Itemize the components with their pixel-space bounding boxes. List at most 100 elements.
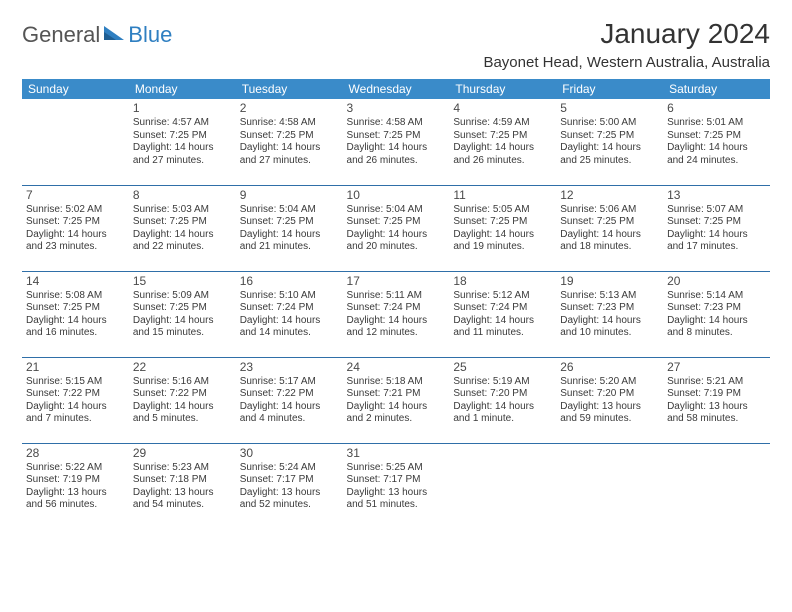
day-number: 13 [667, 188, 766, 203]
calendar-cell: 30Sunrise: 5:24 AMSunset: 7:17 PMDayligh… [236, 443, 343, 529]
sunrise-line: Sunrise: 5:24 AM [240, 462, 339, 475]
calendar-cell: 6Sunrise: 5:01 AMSunset: 7:25 PMDaylight… [663, 99, 770, 185]
sunrise-line: Sunrise: 5:00 AM [560, 117, 659, 130]
day-number: 6 [667, 101, 766, 116]
daylight-line: Daylight: 14 hours and 24 minutes. [667, 142, 766, 167]
sunset-line: Sunset: 7:25 PM [133, 130, 232, 143]
day-number: 2 [240, 101, 339, 116]
day-number: 17 [347, 274, 446, 289]
day-number: 18 [453, 274, 552, 289]
sunrise-line: Sunrise: 5:03 AM [133, 204, 232, 217]
sunset-line: Sunset: 7:19 PM [667, 388, 766, 401]
sunrise-line: Sunrise: 4:58 AM [240, 117, 339, 130]
day-number: 5 [560, 101, 659, 116]
daylight-line: Daylight: 14 hours and 19 minutes. [453, 229, 552, 254]
calendar-cell: 3Sunrise: 4:58 AMSunset: 7:25 PMDaylight… [343, 99, 450, 185]
day-number: 8 [133, 188, 232, 203]
day-number: 14 [26, 274, 125, 289]
day-number: 3 [347, 101, 446, 116]
sunset-line: Sunset: 7:22 PM [240, 388, 339, 401]
sunrise-line: Sunrise: 5:04 AM [347, 204, 446, 217]
day-number: 25 [453, 360, 552, 375]
day-header: Sunday [22, 79, 129, 99]
sunset-line: Sunset: 7:25 PM [560, 130, 659, 143]
sunrise-line: Sunrise: 5:06 AM [560, 204, 659, 217]
day-header: Saturday [663, 79, 770, 99]
daylight-line: Daylight: 14 hours and 25 minutes. [560, 142, 659, 167]
sunrise-line: Sunrise: 5:15 AM [26, 376, 125, 389]
day-number: 9 [240, 188, 339, 203]
daylight-line: Daylight: 14 hours and 2 minutes. [347, 401, 446, 426]
calendar-cell-empty [449, 443, 556, 529]
sunset-line: Sunset: 7:24 PM [240, 302, 339, 315]
day-number: 30 [240, 446, 339, 461]
calendar-cell: 1Sunrise: 4:57 AMSunset: 7:25 PMDaylight… [129, 99, 236, 185]
calendar-cell: 8Sunrise: 5:03 AMSunset: 7:25 PMDaylight… [129, 185, 236, 271]
daylight-line: Daylight: 14 hours and 10 minutes. [560, 315, 659, 340]
calendar-cell: 15Sunrise: 5:09 AMSunset: 7:25 PMDayligh… [129, 271, 236, 357]
sunset-line: Sunset: 7:24 PM [347, 302, 446, 315]
sunrise-line: Sunrise: 5:12 AM [453, 290, 552, 303]
day-header: Wednesday [343, 79, 450, 99]
day-number: 1 [133, 101, 232, 116]
daylight-line: Daylight: 14 hours and 14 minutes. [240, 315, 339, 340]
daylight-line: Daylight: 13 hours and 54 minutes. [133, 487, 232, 512]
sunrise-line: Sunrise: 5:20 AM [560, 376, 659, 389]
day-number: 28 [26, 446, 125, 461]
brand-part1: General [22, 22, 100, 48]
daylight-line: Daylight: 14 hours and 27 minutes. [133, 142, 232, 167]
sunset-line: Sunset: 7:18 PM [133, 474, 232, 487]
calendar-cell: 7Sunrise: 5:02 AMSunset: 7:25 PMDaylight… [22, 185, 129, 271]
calendar-table: SundayMondayTuesdayWednesdayThursdayFrid… [22, 79, 770, 529]
day-number: 29 [133, 446, 232, 461]
day-number: 11 [453, 188, 552, 203]
sunrise-line: Sunrise: 5:13 AM [560, 290, 659, 303]
calendar-cell: 29Sunrise: 5:23 AMSunset: 7:18 PMDayligh… [129, 443, 236, 529]
day-number: 16 [240, 274, 339, 289]
day-header: Tuesday [236, 79, 343, 99]
sunrise-line: Sunrise: 5:18 AM [347, 376, 446, 389]
calendar-cell: 31Sunrise: 5:25 AMSunset: 7:17 PMDayligh… [343, 443, 450, 529]
calendar-cell: 17Sunrise: 5:11 AMSunset: 7:24 PMDayligh… [343, 271, 450, 357]
day-number: 26 [560, 360, 659, 375]
daylight-line: Daylight: 14 hours and 7 minutes. [26, 401, 125, 426]
day-number: 22 [133, 360, 232, 375]
calendar-cell: 14Sunrise: 5:08 AMSunset: 7:25 PMDayligh… [22, 271, 129, 357]
calendar-cell: 12Sunrise: 5:06 AMSunset: 7:25 PMDayligh… [556, 185, 663, 271]
day-number: 31 [347, 446, 446, 461]
daylight-line: Daylight: 13 hours and 58 minutes. [667, 401, 766, 426]
sunrise-line: Sunrise: 5:16 AM [133, 376, 232, 389]
brand-part2: Blue [128, 22, 172, 48]
day-header-row: SundayMondayTuesdayWednesdayThursdayFrid… [22, 79, 770, 99]
sunset-line: Sunset: 7:25 PM [667, 130, 766, 143]
daylight-line: Daylight: 14 hours and 8 minutes. [667, 315, 766, 340]
sunset-line: Sunset: 7:25 PM [560, 216, 659, 229]
month-title: January 2024 [483, 18, 770, 50]
calendar-cell: 23Sunrise: 5:17 AMSunset: 7:22 PMDayligh… [236, 357, 343, 443]
sunset-line: Sunset: 7:21 PM [347, 388, 446, 401]
sunrise-line: Sunrise: 5:21 AM [667, 376, 766, 389]
sunrise-line: Sunrise: 5:02 AM [26, 204, 125, 217]
sunrise-line: Sunrise: 5:09 AM [133, 290, 232, 303]
sunrise-line: Sunrise: 4:59 AM [453, 117, 552, 130]
daylight-line: Daylight: 14 hours and 18 minutes. [560, 229, 659, 254]
calendar-row: 21Sunrise: 5:15 AMSunset: 7:22 PMDayligh… [22, 357, 770, 443]
day-number: 19 [560, 274, 659, 289]
sunrise-line: Sunrise: 5:10 AM [240, 290, 339, 303]
day-number: 20 [667, 274, 766, 289]
calendar-row: 7Sunrise: 5:02 AMSunset: 7:25 PMDaylight… [22, 185, 770, 271]
calendar-row: 1Sunrise: 4:57 AMSunset: 7:25 PMDaylight… [22, 99, 770, 185]
daylight-line: Daylight: 13 hours and 56 minutes. [26, 487, 125, 512]
daylight-line: Daylight: 14 hours and 15 minutes. [133, 315, 232, 340]
sunrise-line: Sunrise: 5:17 AM [240, 376, 339, 389]
daylight-line: Daylight: 14 hours and 26 minutes. [453, 142, 552, 167]
daylight-line: Daylight: 14 hours and 20 minutes. [347, 229, 446, 254]
calendar-cell: 24Sunrise: 5:18 AMSunset: 7:21 PMDayligh… [343, 357, 450, 443]
daylight-line: Daylight: 13 hours and 52 minutes. [240, 487, 339, 512]
sunrise-line: Sunrise: 5:07 AM [667, 204, 766, 217]
calendar-cell: 11Sunrise: 5:05 AMSunset: 7:25 PMDayligh… [449, 185, 556, 271]
sunrise-line: Sunrise: 5:14 AM [667, 290, 766, 303]
daylight-line: Daylight: 14 hours and 23 minutes. [26, 229, 125, 254]
calendar-cell-empty [556, 443, 663, 529]
calendar-row: 14Sunrise: 5:08 AMSunset: 7:25 PMDayligh… [22, 271, 770, 357]
